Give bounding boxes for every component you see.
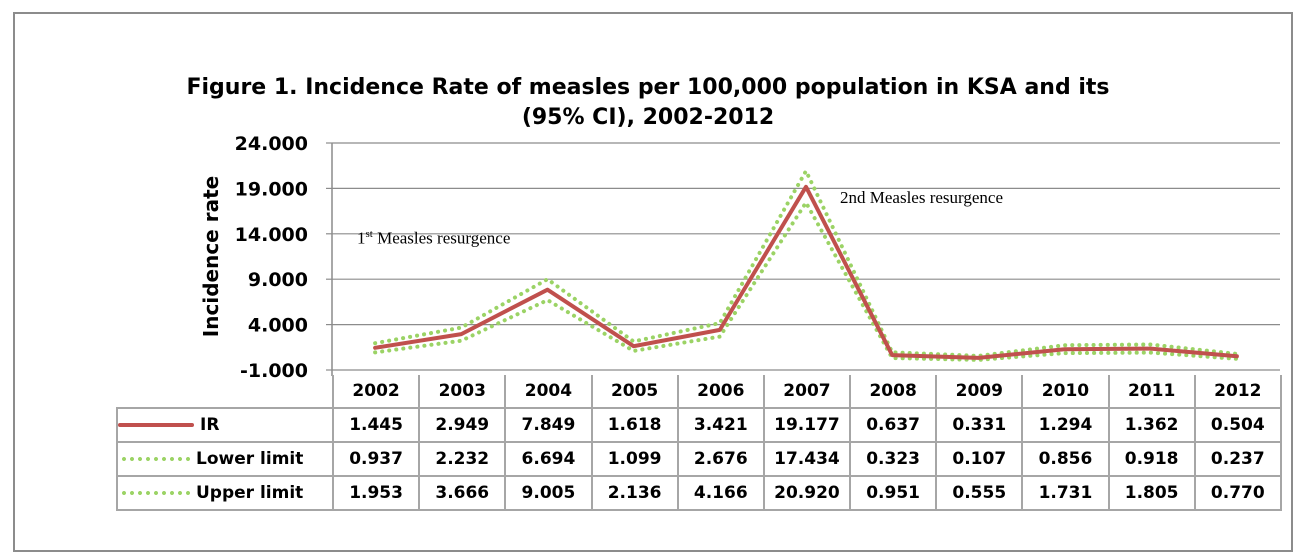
data-label: 1.099 <box>590 441 679 477</box>
y-tick-label: 4.000 <box>248 315 308 337</box>
legend-entry: Upper limit <box>116 475 334 511</box>
data-label: 2.136 <box>590 475 679 511</box>
data-label: 0.323 <box>849 441 938 477</box>
annotation-first-resurgence: 1st Measles resurgence <box>357 228 511 248</box>
x-category-label: 2004 <box>504 375 593 409</box>
data-label: 9.005 <box>504 475 593 511</box>
data-label: 17.434 <box>762 441 852 477</box>
data-label: 0.770 <box>1193 475 1282 511</box>
data-label: 0.107 <box>935 441 1024 477</box>
data-label: 0.504 <box>1193 407 1282 443</box>
data-label: 1.805 <box>1107 475 1196 511</box>
legend-label: Lower limit <box>196 449 304 469</box>
data-label: 2.676 <box>676 441 765 477</box>
data-label: 0.555 <box>935 475 1024 511</box>
table-row: IR 1.445 2.949 7.849 1.618 3.421 19.177 0.637 0.… <box>116 407 1282 443</box>
data-label: 0.951 <box>849 475 938 511</box>
x-category-label: 2010 <box>1021 375 1110 409</box>
y-tick-label: 19.000 <box>235 178 308 200</box>
data-label: 4.166 <box>676 475 765 511</box>
y-tick-label: 14.000 <box>235 224 308 246</box>
data-label: 2.949 <box>418 407 507 443</box>
data-label: 0.637 <box>849 407 938 443</box>
x-category-label: 2012 <box>1193 375 1282 409</box>
data-label: 1.953 <box>331 475 421 511</box>
data-label: 0.918 <box>1107 441 1196 477</box>
legend-key <box>118 419 194 431</box>
data-label: 0.856 <box>1021 441 1110 477</box>
table-row: Upper limit 1.953 3.666 9.005 2.136 4.166 20.9… <box>116 475 1282 511</box>
x-category-label: 2003 <box>418 375 507 409</box>
x-category-label: 2006 <box>676 375 765 409</box>
y-tick-label: 9.000 <box>248 269 308 291</box>
legend-entry: Lower limit <box>116 441 334 477</box>
table-corner <box>117 375 334 409</box>
legend-key <box>118 487 190 499</box>
chart-title-line1: Figure 1. Incidence Rate of measles per … <box>186 75 1110 100</box>
data-label: 1.362 <box>1107 407 1196 443</box>
data-label: 0.331 <box>935 407 1024 443</box>
y-axis-label: Incidence rate <box>199 176 223 337</box>
legend-label: IR <box>200 415 220 435</box>
data-label: 2.232 <box>418 441 507 477</box>
data-label: 19.177 <box>762 407 852 443</box>
legend-key <box>118 453 190 465</box>
data-label: 7.849 <box>504 407 593 443</box>
data-label: 1.445 <box>331 407 421 443</box>
table-row: Lower limit 0.937 2.232 6.694 1.099 2.676 17.4… <box>116 441 1282 477</box>
x-category-label: 2008 <box>849 375 938 409</box>
data-label: 3.421 <box>676 407 765 443</box>
x-category-label: 2005 <box>590 375 679 409</box>
x-category-label: 2009 <box>935 375 1024 409</box>
data-label: 1.618 <box>590 407 679 443</box>
x-category-label: 2002 <box>331 375 421 409</box>
data-label: 1.294 <box>1021 407 1110 443</box>
data-label: 3.666 <box>418 475 507 511</box>
x-category-label: 2011 <box>1107 375 1196 409</box>
data-label: 6.694 <box>504 441 593 477</box>
series-line-upper-limit <box>373 169 1239 358</box>
data-label: 20.920 <box>762 475 852 511</box>
annotation-second-resurgence: 2nd Measles resurgence <box>840 188 1004 207</box>
y-tick-label: 24.000 <box>235 133 308 155</box>
series-line-ir <box>373 184 1239 360</box>
legend-label: Upper limit <box>196 483 304 503</box>
legend-entry: IR <box>116 407 334 443</box>
data-table: 2002 2003 2004 2005 2006 2007 2008 2009 2010 2011… <box>116 375 1282 511</box>
data-label: 0.237 <box>1193 441 1282 477</box>
series-line-lower-limit <box>373 200 1239 362</box>
data-label: 1.731 <box>1021 475 1110 511</box>
x-category-label: 2007 <box>762 375 852 409</box>
data-label: 0.937 <box>331 441 421 477</box>
chart-title-line2: (95% CI), 2002-2012 <box>521 105 775 130</box>
